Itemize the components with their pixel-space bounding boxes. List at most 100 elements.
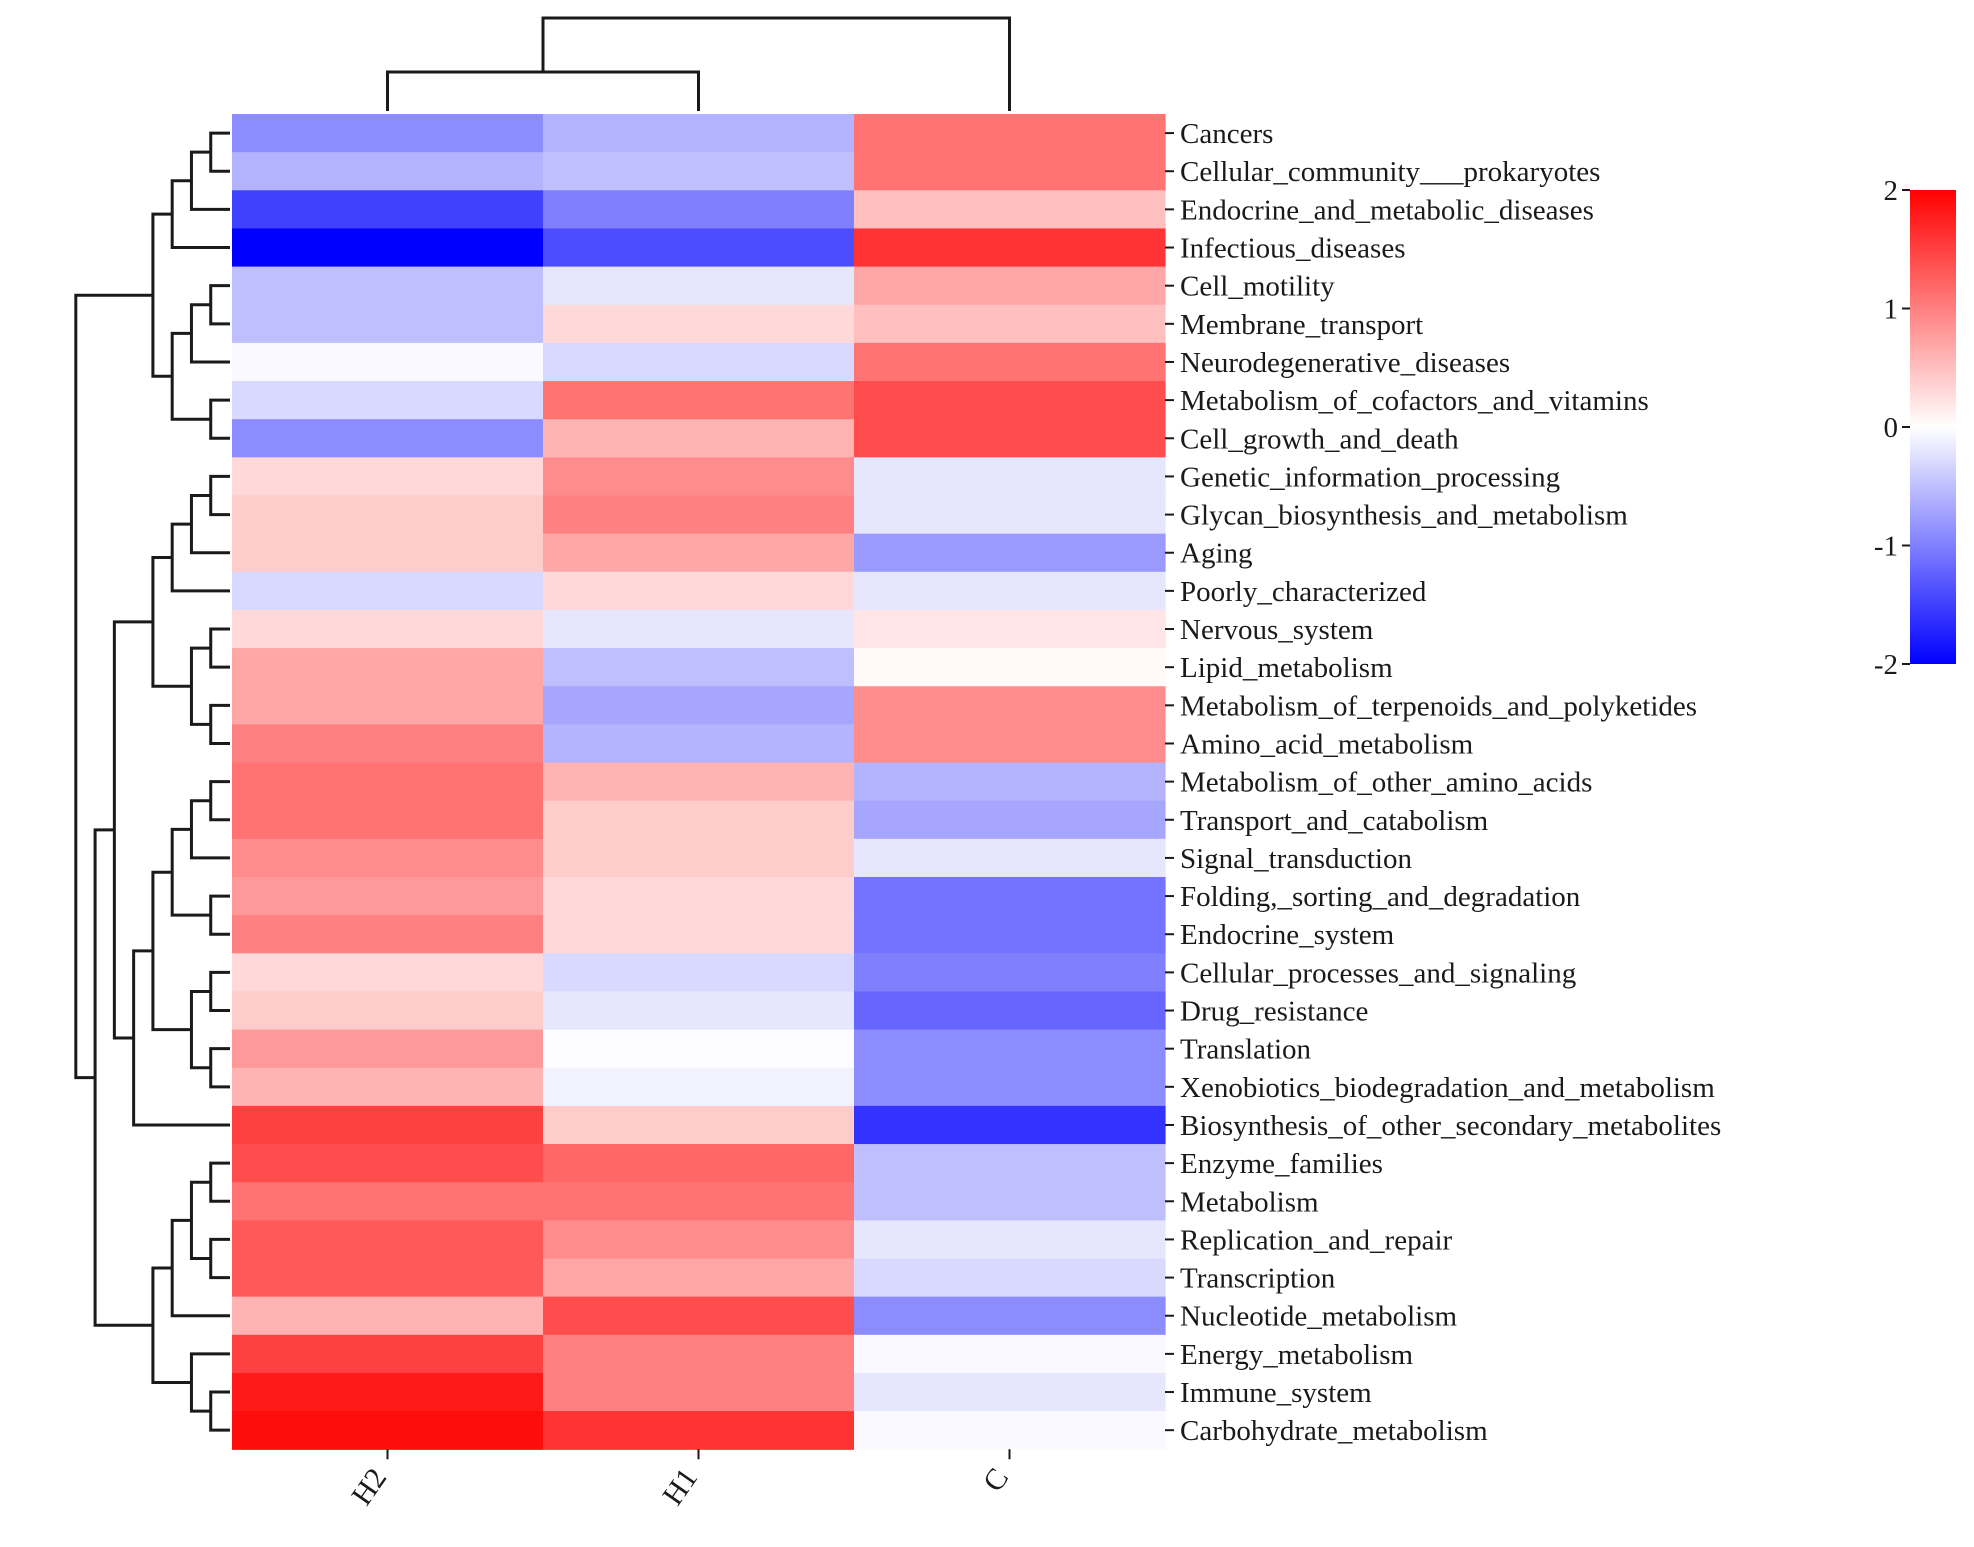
heatmap-cell [854,419,1166,458]
heatmap-cell [232,457,544,497]
row-dendrogram-branch [170,331,211,421]
heatmap-cell [543,1258,855,1298]
heatmap-cell [543,419,855,458]
row-label: Glycan_biosynthesis_and_metabolism [1180,500,1628,532]
row-dendrogram-branch [189,1352,230,1413]
row-dendrogram-branch [189,1180,211,1260]
row-label: Lipid_metabolism [1180,652,1393,684]
heatmap-cell [543,342,855,382]
heatmap-cell [232,648,544,687]
heatmap-cell [232,1258,544,1298]
heatmap-cell [543,228,855,268]
heatmap-cell [543,1220,855,1260]
row-dendrogram-branch [112,620,153,1040]
heatmap-cell [232,1144,544,1183]
heatmap-cell [854,609,1166,649]
heatmap-cell [854,1029,1166,1069]
heatmap-cell [232,800,544,840]
heatmap-cell [543,724,855,764]
heatmap-cell [854,533,1166,573]
row-label: Nervous_system [1180,614,1374,646]
colorbar-tick-label: 1 [1884,294,1899,326]
row-labels: Cancers Cellular_community___prokaryotes E… [1165,118,1721,1447]
row-label: Cellular_community___prokaryotes [1180,156,1600,188]
row-label: Xenobiotics_biodegradation_and_metabolis… [1180,1072,1715,1104]
heatmap-cell [543,1182,855,1221]
heatmap-cell [232,114,544,153]
row-dendrogram-branch [209,703,230,745]
heatmap-cell [232,1334,544,1374]
heatmap-cell [232,381,544,420]
row-dendrogram-branch [209,1237,230,1280]
heatmap-cell [232,877,544,916]
heatmap-cell [232,1029,544,1069]
heatmap-cell [854,1144,1166,1183]
row-label: Cancers [1180,118,1273,150]
heatmap-cell [543,304,855,344]
heatmap-cell [854,266,1166,306]
heatmap-cell [543,877,855,916]
heatmap-cell [543,1334,855,1374]
heatmap-cell [232,266,544,306]
heatmap-cell [543,953,855,993]
heatmap-cell [232,1067,544,1107]
heatmap-cell [854,1372,1166,1412]
heatmap-cell [543,1372,855,1412]
heatmap-cell [854,800,1166,840]
heatmap-cell [543,495,855,535]
heatmap-cell [232,342,544,382]
row-label: Membrane_transport [1180,309,1423,341]
row-dendrogram-branch [209,1047,230,1089]
heatmap-cell [232,991,544,1031]
heatmap-cell [232,724,544,764]
colorbar-tick-label: 0 [1884,412,1899,444]
heatmap-cell [232,304,544,344]
row-label: Metabolism_of_terpenoids_and_polyketides [1180,690,1697,722]
row-dendrogram [74,131,230,1432]
colorbar: 2 1 0 -1 -2 [1874,175,1956,681]
row-label: Metabolism_of_cofactors_and_vitamins [1180,385,1649,417]
colorbar-gradient [1910,190,1956,664]
heatmap-cell [854,457,1166,497]
heatmap-cell [543,1411,855,1450]
row-dendrogram-branch [209,780,230,822]
heatmap-cell [232,915,544,954]
colorbar-tick-label: -2 [1874,649,1898,681]
row-label: Folding,_sorting_and_degradation [1180,881,1581,913]
heatmap-cell [854,495,1166,535]
row-label: Cell_growth_and_death [1180,423,1459,455]
row-label: Nucleotide_metabolism [1180,1301,1457,1333]
row-dendrogram-branch [209,1161,230,1203]
row-dendrogram-branch [189,494,230,555]
heatmap-cell [232,1372,544,1412]
row-dendrogram-branch [209,970,230,1013]
heatmap-cell [543,991,855,1031]
heatmap-cells [232,114,1166,1450]
row-label: Immune_system [1180,1377,1372,1409]
row-dendrogram-branch [189,303,230,364]
heatmap-cell [854,1105,1166,1145]
row-label: Endocrine_and_metabolic_diseases [1180,194,1594,226]
heatmap-cell [854,724,1166,764]
heatmap-cell [854,1067,1166,1107]
heatmap-cell [854,877,1166,916]
row-dendrogram-branch [170,1218,230,1318]
row-label: Endocrine_system [1180,919,1395,951]
heatmap-cell [232,1220,544,1260]
column-label: C [977,1462,1016,1497]
heatmap-cell [232,1296,544,1336]
column-dendrogram-branch [386,70,700,111]
heatmap-cell [854,381,1166,420]
row-dendrogram-branch [74,293,153,1080]
row-label: Infectious_diseases [1180,233,1406,265]
heatmap-cell [543,800,855,840]
row-dendrogram-branch [170,827,211,917]
heatmap-cell [854,1220,1166,1260]
heatmap-cell [543,686,855,725]
column-labels: H2 H1 C [345,1449,1015,1511]
row-dendrogram-branch [209,894,230,936]
heatmap-cell [543,609,855,649]
row-dendrogram-branch [132,949,230,1127]
heatmap-cell [543,571,855,611]
